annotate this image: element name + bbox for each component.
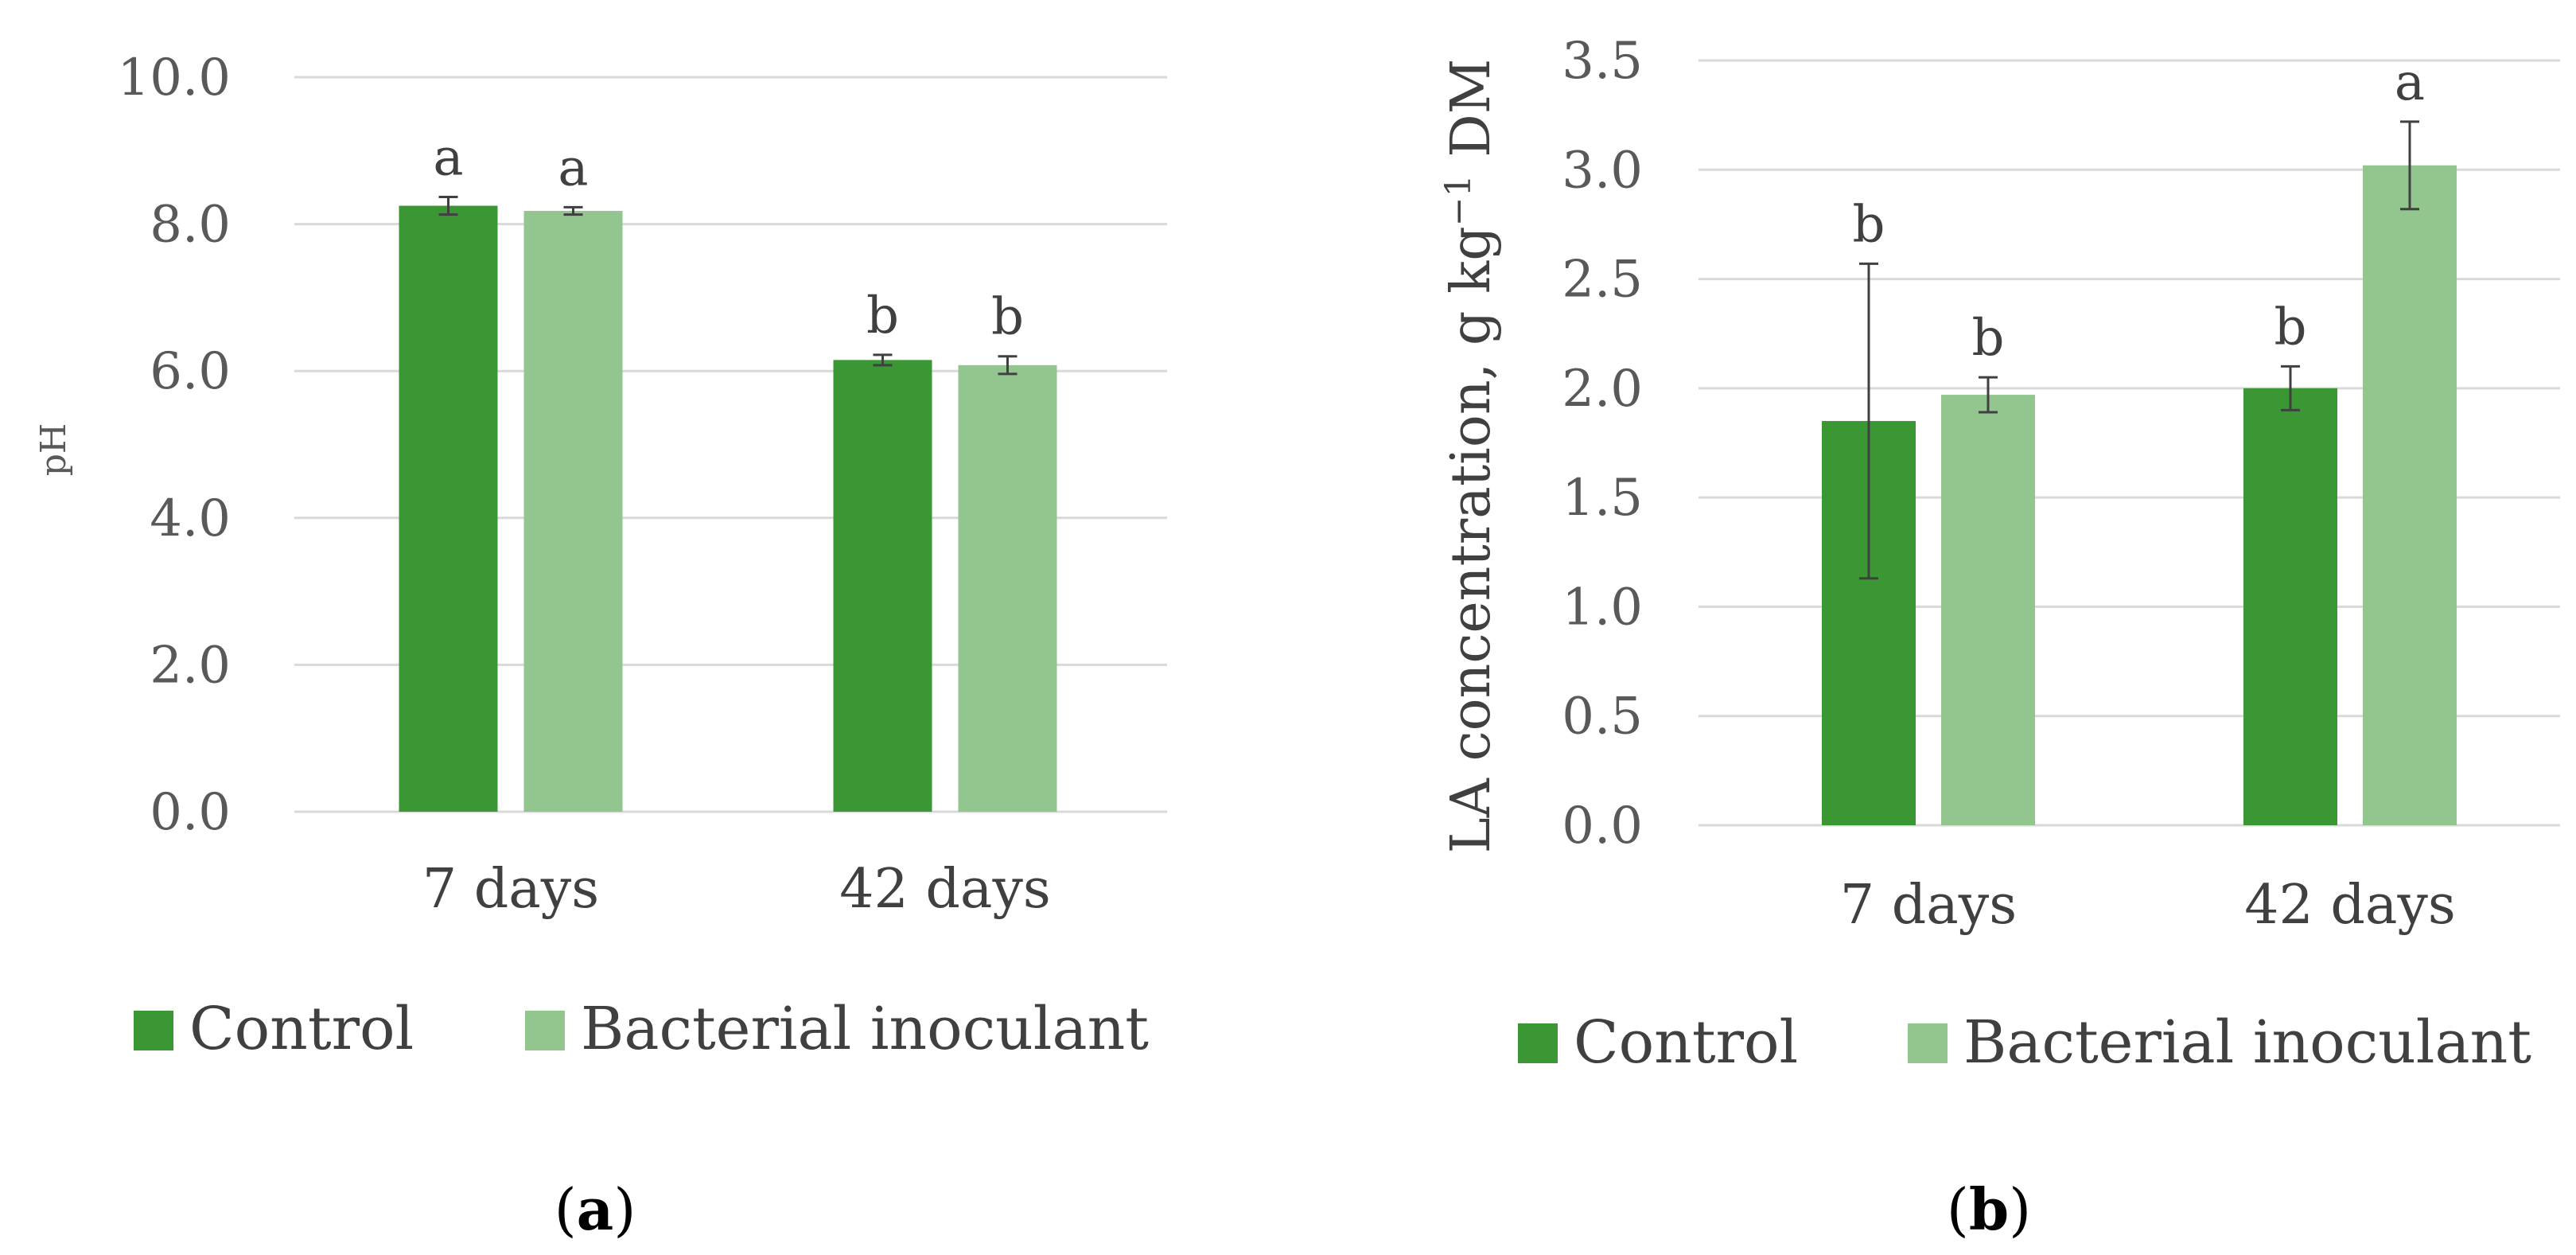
- y-axis-label-end: DM: [1440, 59, 1503, 175]
- significance-letter: b: [866, 286, 899, 345]
- x-category-label: 7 days: [1840, 874, 2017, 937]
- legend: Control Bacterial inoculant: [134, 995, 1149, 1063]
- significance-letter: b: [2274, 298, 2307, 357]
- x-category-label: 7 days: [422, 858, 599, 921]
- legend-swatch-inoculant: [1908, 1023, 1948, 1063]
- y-tick-label: 1.5: [1562, 469, 1643, 528]
- y-tick-label: 3.5: [1562, 32, 1643, 91]
- y-axis-label-main: LA concentration, g kg: [1440, 226, 1503, 853]
- panel-label: (a): [555, 1175, 636, 1243]
- significance-letter: b: [991, 288, 1024, 347]
- significance-letter: b: [1972, 309, 2005, 368]
- legend-label-inoculant: Bacterial inoculant: [581, 995, 1149, 1063]
- y-tick-label: 0.0: [1562, 797, 1643, 856]
- panel-letter: b: [1969, 1175, 2009, 1243]
- x-category-label: 42 days: [839, 858, 1051, 921]
- y-axis-label-sup: −1: [1438, 174, 1479, 226]
- bar-inoculant: [2363, 165, 2457, 825]
- significance-letter: a: [2395, 53, 2425, 112]
- y-tick-label: 2.0: [150, 636, 231, 695]
- y-tick-label: 4.0: [150, 489, 231, 548]
- y-tick-label: 3.0: [1562, 141, 1643, 200]
- y-tick-label: 8.0: [150, 196, 231, 255]
- panel-label: (b): [1947, 1175, 2032, 1243]
- y-tick-label: 2.5: [1562, 251, 1643, 310]
- legend-label-control: Control: [1574, 1008, 1798, 1077]
- bar-inoculant: [523, 210, 623, 813]
- y-axis-label: pH: [33, 423, 74, 477]
- legend-swatch-inoculant: [525, 1011, 565, 1050]
- legend: Control Bacterial inoculant: [1518, 1008, 2531, 1077]
- bar-control: [833, 360, 932, 813]
- significance-letter: a: [433, 128, 463, 187]
- y-axis-label: LA concentration, g kg−1 DM: [1438, 59, 1503, 854]
- bar-control: [399, 205, 498, 812]
- legend-swatch-control: [1518, 1023, 1558, 1063]
- bar-inoculant: [958, 364, 1057, 812]
- panel-letter: a: [577, 1175, 614, 1243]
- y-tick-label: 10.0: [118, 49, 232, 107]
- chart-panel-b: LA concentration, g kg−1 DM 0.0 0.5 1.0 1.5…: [1438, 32, 2560, 1243]
- y-tick-label: 0.0: [150, 783, 231, 842]
- significance-letter: b: [1853, 195, 1885, 254]
- y-tick-label: 2.0: [1562, 360, 1643, 419]
- bar-control: [2243, 388, 2337, 825]
- legend-swatch-control: [134, 1011, 173, 1050]
- y-tick-label: 6.0: [150, 342, 231, 401]
- bar-inoculant: [1941, 395, 2035, 825]
- y-tick-label: 1.0: [1562, 578, 1643, 637]
- legend-label-control: Control: [189, 995, 414, 1063]
- y-tick-label: 0.5: [1562, 688, 1643, 746]
- significance-letter: a: [558, 138, 588, 197]
- x-category-label: 42 days: [2244, 874, 2456, 937]
- chart-panel-a: pH 0.0 2.0 4.0 6.0 8.0 10.0 a a b b 7 days 42 day…: [33, 49, 1167, 1243]
- legend-label-inoculant: Bacterial inoculant: [1963, 1008, 2531, 1077]
